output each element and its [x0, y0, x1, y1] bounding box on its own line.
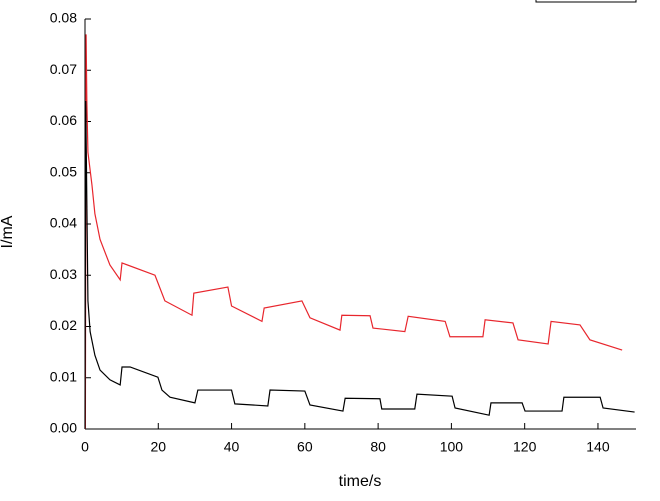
data-line	[84, 34, 623, 430]
y-tick-label: 0.08	[50, 10, 77, 26]
y-tick-label: 0.01	[50, 368, 77, 384]
y-tick-label: 0.05	[50, 163, 77, 179]
data-line	[84, 100, 635, 430]
y-tick-label: 0.03	[50, 266, 77, 282]
y-tick-label: 0.02	[50, 317, 77, 333]
y-tick-label: 0.00	[50, 420, 77, 436]
x-axis-label: time/s	[339, 473, 382, 490]
legend-box	[535, 0, 637, 3]
x-tick-label: 100	[440, 439, 464, 455]
x-tick-label: 20	[150, 439, 166, 455]
x-tick-label: 120	[513, 439, 537, 455]
y-axis-label: I/mA	[0, 215, 16, 248]
y-tick-label: 0.04	[50, 215, 77, 231]
y-tick-label: 0.06	[50, 112, 77, 128]
x-tick-label: 0	[81, 439, 89, 455]
x-tick-label: 40	[224, 439, 240, 455]
x-tick-label: 140	[586, 439, 610, 455]
x-tick-label: 60	[297, 439, 313, 455]
x-tick-label: 80	[370, 439, 386, 455]
y-tick-label: 0.07	[50, 61, 77, 77]
